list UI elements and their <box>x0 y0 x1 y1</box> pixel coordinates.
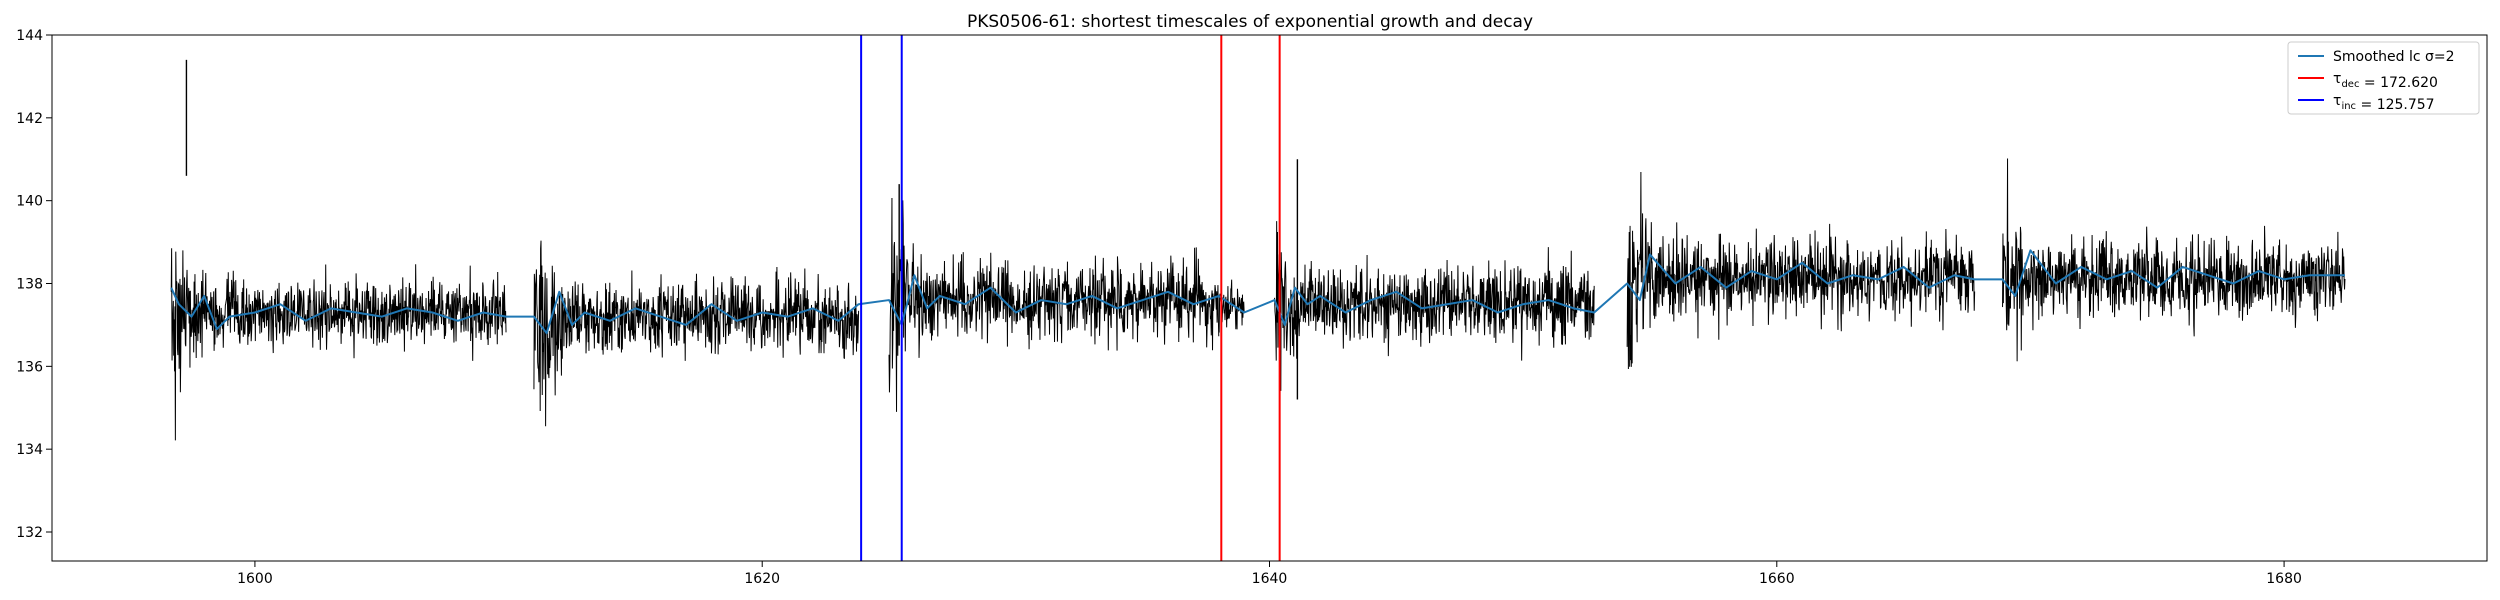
y-tick-label-2: 136 <box>16 359 43 375</box>
raw-segment-5 <box>1626 171 1976 369</box>
raw-segment-4 <box>1274 221 1595 391</box>
legend-box <box>2287 41 2480 115</box>
raw-light-curve <box>170 59 2346 441</box>
y-tick-label-3: 138 <box>16 277 43 293</box>
timescale-markers <box>860 35 1281 561</box>
y-tick-label-6: 144 <box>16 28 43 44</box>
y-tick-label-0: 132 <box>16 525 43 541</box>
smoothed-light-curve <box>170 249 2345 335</box>
chart-title: PKS0506-61: shortest timescales of expon… <box>967 12 1533 32</box>
smoothed-line <box>170 249 2345 335</box>
raw-segment-2 <box>888 198 1220 412</box>
x-axis: 1600 1620 1640 1660 1680 <box>237 561 2302 587</box>
raw-segment-3 <box>1218 279 1245 333</box>
raw-segment-1 <box>533 240 860 427</box>
x-tick-label-0: 1600 <box>237 571 273 587</box>
legend-label-1: τdec = 172.620 <box>2333 71 2438 91</box>
x-tick-label-4: 1680 <box>2266 571 2302 587</box>
y-tick-label-4: 140 <box>16 194 43 210</box>
y-tick-label-5: 142 <box>16 111 43 127</box>
legend-label-0: Smoothed lc σ=2 <box>2333 49 2455 65</box>
legend-label-2: τinc = 125.757 <box>2333 93 2435 113</box>
x-tick-label-3: 1660 <box>1759 571 1795 587</box>
y-axis: 132 134 136 138 140 142 144 <box>16 28 52 541</box>
raw-segment-6 <box>2002 158 2346 362</box>
y-tick-label-1: 134 <box>16 442 43 458</box>
raw-segment-0 <box>170 248 507 441</box>
x-tick-label-2: 1640 <box>1252 571 1288 587</box>
x-tick-label-1: 1620 <box>744 571 780 587</box>
